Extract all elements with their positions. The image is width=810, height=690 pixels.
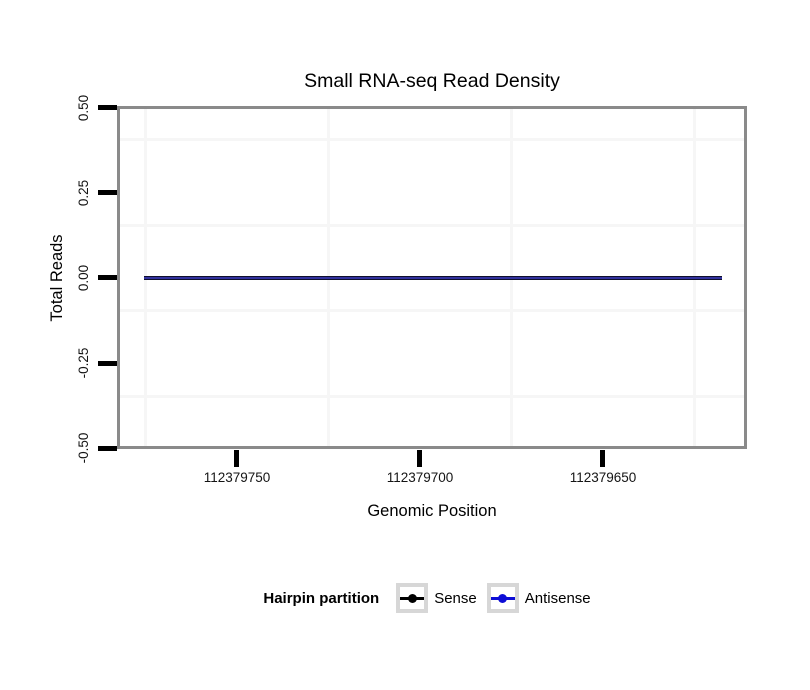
legend-label-sense: Sense [434,589,477,607]
y-axis-tick [98,105,117,110]
x-tick-label: 112379750 [203,470,271,485]
y-tick-label: -0.25 [76,347,91,379]
legend-item-sense: Sense [396,583,477,613]
legend-key-sense [396,583,429,613]
y-tick-label: 0.00 [76,264,91,292]
minor-gridline-horizontal [120,223,744,227]
x-tick-label: 112379700 [386,470,454,485]
minor-gridline-horizontal [120,394,744,398]
x-tick-label: 112379650 [569,470,637,485]
y-axis-tick [98,361,117,366]
y-tick-label: 0.50 [76,94,91,122]
x-axis-title: Genomic Position [367,502,497,520]
legend: Hairpin partition Sense Antisense [117,580,747,616]
legend-point-icon [498,593,508,603]
legend-point-icon [407,593,417,603]
legend-key-antisense [486,583,519,613]
plot-panel [117,106,747,449]
y-axis-title: Total Reads [48,234,66,322]
y-axis-tick [98,190,117,195]
y-tick-label: -0.50 [76,432,91,464]
x-axis-tick [417,450,422,467]
x-axis-tick [234,450,239,467]
minor-gridline-horizontal [120,309,744,312]
y-axis-tick [98,275,117,280]
y-axis-tick [98,446,117,451]
data-series-line-sense-antisense-overlap [144,276,722,280]
minor-gridline-horizontal [120,138,744,141]
x-axis-tick [600,450,605,467]
legend-title: Hairpin partition [263,589,380,607]
legend-item-antisense: Antisense [486,583,591,613]
chart-title: Small RNA-seq Read Density [304,70,560,92]
y-tick-label: 0.25 [76,179,91,207]
legend-label-antisense: Antisense [524,589,591,607]
